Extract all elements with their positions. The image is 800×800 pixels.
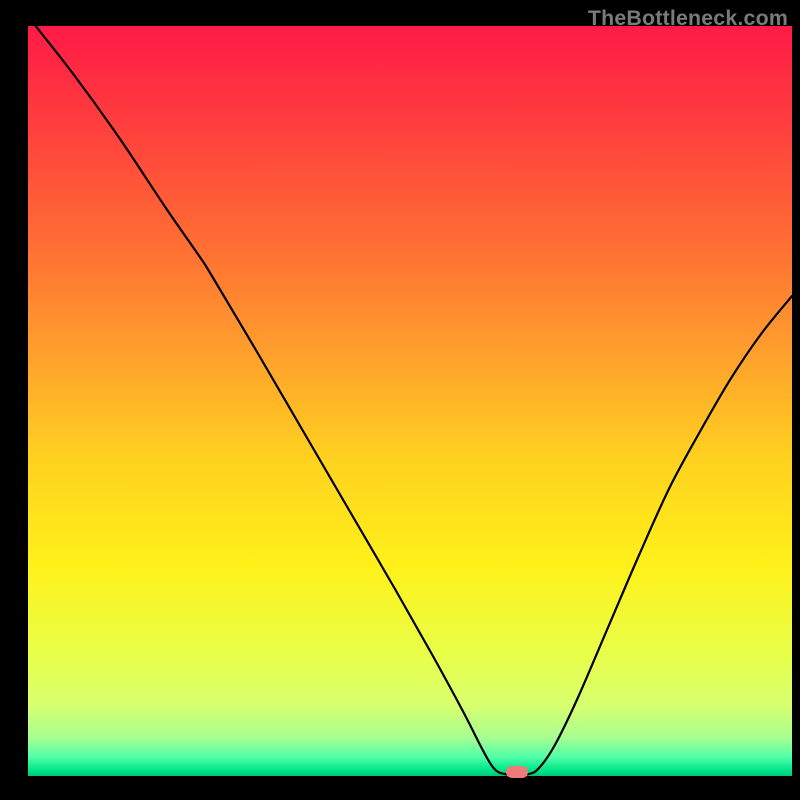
chart-container: TheBottleneck.com — [0, 0, 800, 800]
plot-area — [28, 26, 792, 776]
optimal-marker — [506, 766, 529, 778]
curve-svg — [28, 26, 792, 776]
bottleneck-curve — [36, 26, 792, 775]
